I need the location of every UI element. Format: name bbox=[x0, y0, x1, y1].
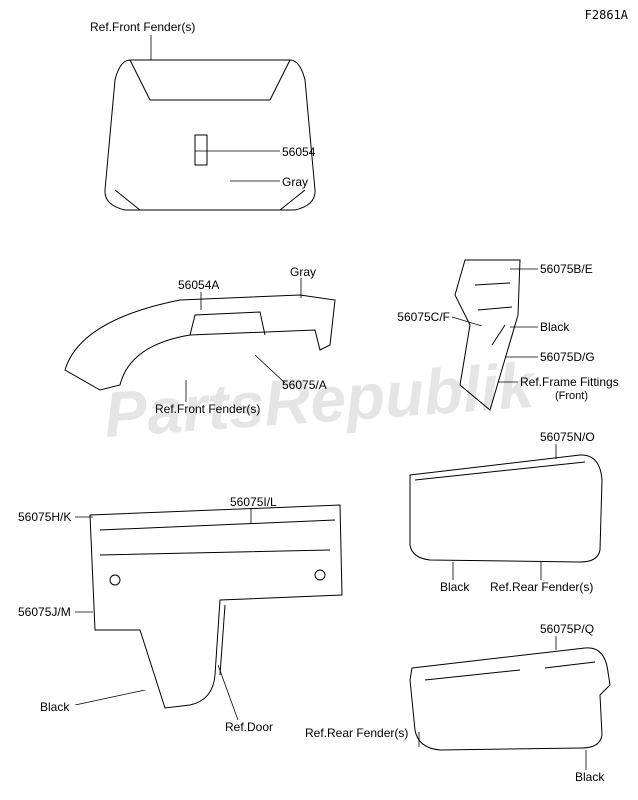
label-56075CF: 56075C/F bbox=[390, 310, 450, 324]
rear-fender-panel bbox=[400, 450, 610, 570]
rear-lower-panel bbox=[400, 640, 620, 760]
label-ref-door: Ref.Door bbox=[225, 720, 273, 734]
label-black-frame: Black bbox=[540, 320, 569, 334]
label-black-bottom: Black bbox=[575, 770, 604, 784]
label-ref-rear-fender-b: Ref.Rear Fender(s) bbox=[305, 726, 408, 740]
label-56054A: 56054A bbox=[178, 278, 219, 292]
label-gray-mid: Gray bbox=[290, 265, 316, 279]
label-black-rear: Black bbox=[440, 580, 469, 594]
label-56075DG: 56075D/G bbox=[540, 350, 595, 364]
label-56075BE: 56075B/E bbox=[540, 262, 593, 276]
door-piece bbox=[70, 500, 360, 720]
label-ref-rear-fender-r: Ref.Rear Fender(s) bbox=[490, 580, 593, 594]
label-ref-front-fender-mid: Ref.Front Fender(s) bbox=[155, 402, 260, 416]
label-56075HK: 56075H/K bbox=[18, 510, 71, 524]
label-56075IL: 56075I/L bbox=[230, 495, 277, 509]
frame-fitting-piece bbox=[400, 255, 530, 415]
label-front-paren: (Front) bbox=[555, 390, 588, 402]
hood-outline bbox=[100, 40, 320, 230]
label-56075NO: 56075N/O bbox=[540, 430, 595, 444]
label-56075JM: 56075J/M bbox=[18, 605, 71, 619]
label-56075PQ: 56075P/Q bbox=[540, 622, 594, 636]
label-gray-top: Gray bbox=[282, 175, 308, 189]
page-code: F2861A bbox=[585, 8, 628, 22]
label-ref-frame-fittings: Ref.Frame Fittings bbox=[520, 375, 619, 389]
label-black-door: Black bbox=[40, 700, 69, 714]
label-56075A: 56075/A bbox=[282, 378, 327, 392]
label-ref-front-fender-top: Ref.Front Fender(s) bbox=[90, 20, 195, 34]
label-56054: 56054 bbox=[282, 145, 315, 159]
